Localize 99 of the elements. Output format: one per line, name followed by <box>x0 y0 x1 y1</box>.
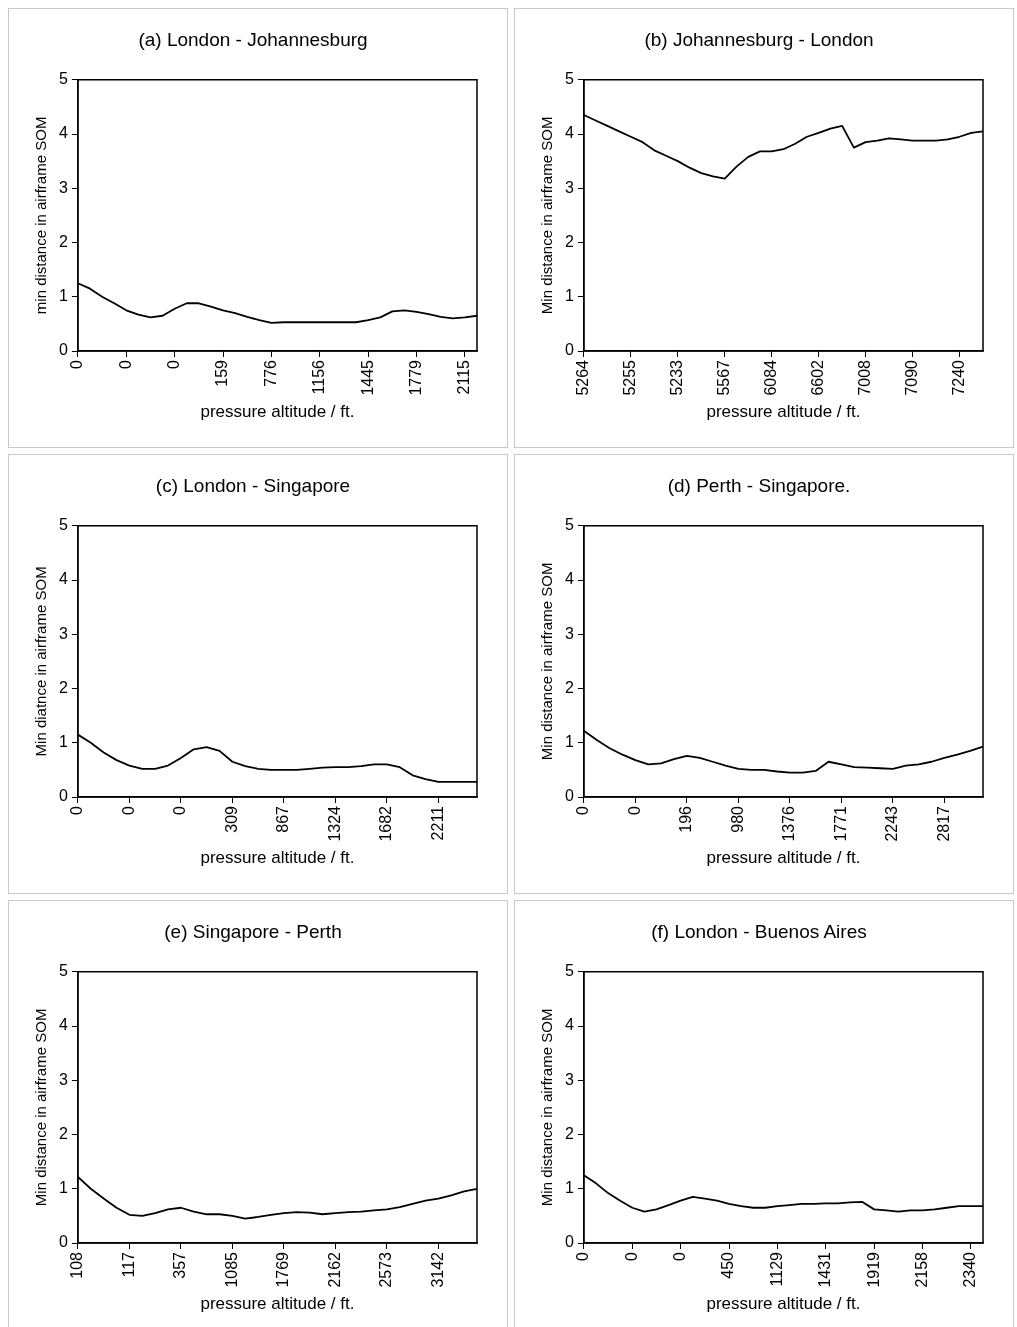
x-tick-label: 6084 <box>762 359 780 396</box>
x-tick-label: 1431 <box>816 1251 834 1288</box>
x-tick-label: 867 <box>274 805 292 833</box>
x-tick-label: 108 <box>68 1251 86 1279</box>
x-tick-label: 5233 <box>668 359 686 396</box>
x-tick-label: 2211 <box>428 805 446 841</box>
chart-title: (c) London - Singapore <box>155 474 351 496</box>
x-tick-label: 5567 <box>715 359 733 396</box>
y-axis-title: Min distance in airframe SOM <box>538 562 556 761</box>
x-tick-label: 0 <box>671 1251 689 1261</box>
x-tick-label: 0 <box>171 805 189 815</box>
x-tick-label: 450 <box>719 1251 737 1279</box>
x-tick-label: 6602 <box>809 359 827 396</box>
x-tick-label: 0 <box>622 1251 640 1261</box>
x-tick-label: 0 <box>625 805 643 815</box>
x-tick-label: 0 <box>119 805 137 815</box>
y-tick-label: 2 <box>58 232 68 250</box>
x-tick-label: 0 <box>574 1251 592 1261</box>
y-tick-label: 5 <box>58 70 68 88</box>
y-tick-label: 1 <box>58 733 68 751</box>
x-tick-label: 1445 <box>358 359 376 396</box>
y-tick-label: 1 <box>564 287 574 305</box>
y-tick-label: 3 <box>564 1070 574 1088</box>
x-tick-label: 1771 <box>831 805 849 842</box>
chart-title: (b) Johannesburg - London <box>644 28 874 50</box>
x-tick-label: 0 <box>68 805 86 815</box>
x-tick-label: 2340 <box>961 1251 979 1288</box>
y-tick-label: 4 <box>564 570 574 588</box>
x-tick-label: 0 <box>165 359 183 369</box>
y-axis-title: Min distance in airframe SOM <box>538 1008 556 1207</box>
y-tick-label: 5 <box>564 516 574 534</box>
x-tick-label: 0 <box>68 359 86 369</box>
x-tick-label: 1156 <box>310 359 328 395</box>
x-tick-label: 2243 <box>883 805 901 842</box>
y-tick-label: 3 <box>58 1070 68 1088</box>
y-tick-label: 4 <box>564 124 574 142</box>
x-tick-label: 2115 <box>455 359 473 395</box>
x-tick-label: 3142 <box>428 1251 446 1288</box>
x-axis-title: pressure altitude / ft. <box>200 1294 355 1314</box>
y-tick-label: 4 <box>58 570 68 588</box>
y-tick-label: 4 <box>58 124 68 142</box>
x-tick-label: 1769 <box>274 1251 292 1288</box>
x-tick-label: 196 <box>677 805 695 833</box>
x-tick-label: 1085 <box>222 1251 240 1288</box>
x-tick-label: 776 <box>261 359 279 387</box>
y-tick-label: 4 <box>58 1016 68 1034</box>
y-axis-title: Min distance in airframe SOM <box>538 116 556 315</box>
y-tick-label: 5 <box>564 70 574 88</box>
y-tick-label: 3 <box>58 178 68 196</box>
chart-title: (d) Perth - Singapore. <box>667 474 851 496</box>
x-tick-label: 2817 <box>934 805 952 842</box>
x-tick-label: 0 <box>574 805 592 815</box>
x-tick-label: 1129 <box>767 1251 785 1287</box>
y-tick-label: 1 <box>58 287 68 305</box>
x-tick-label: 159 <box>213 359 231 387</box>
x-tick-label: 1779 <box>406 359 424 396</box>
y-tick-label: 2 <box>564 678 574 696</box>
x-tick-label: 117 <box>119 1251 137 1278</box>
y-axis-title: Min distance in airframe SOM <box>32 1008 50 1207</box>
y-tick-label: 2 <box>58 678 68 696</box>
x-axis-title: pressure altitude / ft. <box>706 1294 861 1314</box>
y-tick-label: 1 <box>564 733 574 751</box>
y-tick-label: 3 <box>564 178 574 196</box>
x-axis-title: pressure altitude / ft. <box>706 402 861 422</box>
x-tick-label: 1682 <box>377 805 395 842</box>
x-tick-label: 5255 <box>621 359 639 396</box>
x-tick-label: 2573 <box>377 1251 395 1288</box>
x-tick-label: 309 <box>222 805 240 833</box>
x-tick-label: 1376 <box>780 805 798 842</box>
x-axis-title: pressure altitude / ft. <box>200 848 355 868</box>
x-tick-label: 5264 <box>574 359 592 396</box>
y-tick-label: 1 <box>564 1179 574 1197</box>
x-tick-label: 7008 <box>856 359 874 396</box>
y-axis-title: Min diatnce in airframe SOM <box>32 566 50 757</box>
x-tick-label: 2158 <box>912 1251 930 1288</box>
x-axis-title: pressure altitude / ft. <box>706 848 861 868</box>
chart-title: (e) Singapore - Perth <box>164 920 342 942</box>
x-axis-title: pressure altitude / ft. <box>200 402 355 422</box>
chart-title: (f) London - Buenos Aires <box>651 920 867 942</box>
y-tick-label: 4 <box>564 1016 574 1034</box>
x-tick-label: 7090 <box>902 359 920 396</box>
y-tick-label: 2 <box>564 1124 574 1142</box>
y-tick-label: 2 <box>564 232 574 250</box>
chart-title: (a) London - Johannesburg <box>138 28 368 50</box>
y-tick-label: 5 <box>58 516 68 534</box>
y-tick-label: 3 <box>564 624 574 642</box>
y-tick-label: 5 <box>58 962 68 980</box>
x-tick-label: 1919 <box>864 1251 882 1288</box>
y-tick-label: 5 <box>564 962 574 980</box>
x-tick-label: 0 <box>116 359 134 369</box>
x-tick-label: 2162 <box>325 1251 343 1288</box>
x-tick-label: 980 <box>728 805 746 833</box>
x-tick-label: 1324 <box>325 805 343 842</box>
y-tick-label: 1 <box>58 1179 68 1197</box>
y-tick-label: 3 <box>58 624 68 642</box>
x-tick-label: 357 <box>171 1251 189 1279</box>
y-tick-label: 2 <box>58 1124 68 1142</box>
x-tick-label: 7240 <box>949 359 967 396</box>
y-axis-title: min distance in airframe SOM <box>32 116 50 315</box>
